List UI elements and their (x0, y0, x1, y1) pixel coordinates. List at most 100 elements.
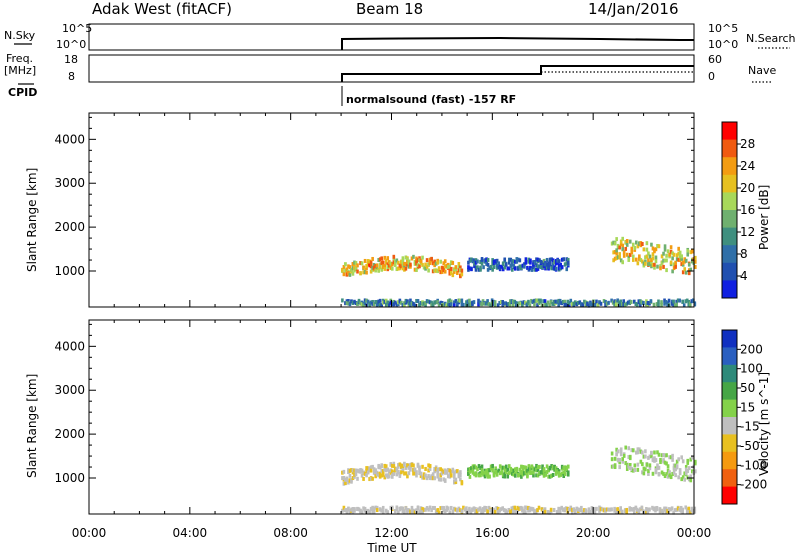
echo-cell (669, 260, 673, 265)
echo-cell (691, 298, 695, 303)
echo-cell (619, 302, 622, 307)
echo-cell (386, 473, 390, 478)
echo-cell (384, 302, 388, 307)
echo-cell (437, 266, 441, 271)
echo-cell (398, 298, 402, 303)
echo-cell (657, 244, 661, 249)
echo-cell (694, 259, 697, 264)
echo-cell (540, 303, 544, 308)
echo-cell (442, 268, 446, 273)
echo-cell (636, 261, 640, 266)
echo-cell (638, 254, 641, 259)
echo-cell (413, 471, 417, 476)
echo-cell (504, 262, 508, 267)
echo-cell (554, 261, 558, 266)
echo-cell (548, 303, 551, 308)
echo-cell (567, 507, 571, 512)
echo-cell (666, 474, 670, 479)
echo-cell (406, 262, 409, 267)
echo-cell (454, 265, 458, 270)
echo-cell (581, 302, 585, 307)
echo-cell (500, 470, 503, 475)
echo-cell (669, 249, 673, 254)
echo-cell (531, 299, 535, 304)
echo-cell (621, 459, 624, 464)
echo-cell (624, 461, 628, 466)
echo-cell (616, 507, 619, 512)
echo-cell (545, 470, 549, 475)
echo-cell (449, 266, 453, 271)
echo-cell (473, 258, 476, 263)
echo-cell (662, 458, 665, 463)
echo-cell (377, 302, 380, 307)
echo-cell (378, 302, 382, 307)
echo-cell (551, 301, 554, 306)
echo-cell (366, 508, 370, 513)
echo-cell (413, 510, 417, 515)
echo-cell (427, 507, 430, 512)
echo-cell (683, 477, 687, 482)
echo-cell (418, 509, 421, 514)
colorbar-swatch (722, 210, 737, 229)
echo-cell (475, 509, 479, 514)
echo-cell (483, 470, 487, 475)
echo-cell (562, 470, 566, 475)
echo-cell (560, 505, 563, 510)
echo-cell (392, 464, 396, 469)
echo-cell (356, 301, 359, 306)
echo-cell (604, 508, 607, 513)
echo-cell (665, 268, 668, 273)
echo-cell (526, 468, 529, 473)
echo-cell (550, 464, 553, 469)
echo-cell (354, 301, 358, 306)
echo-cell (665, 253, 668, 258)
colorbar-tick-label: -50 (740, 439, 760, 453)
echo-cell (395, 302, 399, 307)
colorbar-swatch (722, 399, 737, 418)
echo-cell (533, 467, 537, 472)
echo-cell (639, 507, 642, 512)
echo-cell (487, 302, 491, 307)
echo-cell (387, 303, 391, 308)
echo-cell (599, 507, 603, 512)
echo-cell (448, 472, 452, 477)
echo-cell (616, 510, 619, 515)
echo-cell (586, 302, 589, 307)
echo-cell (547, 474, 550, 479)
echo-cell (524, 300, 527, 305)
echo-cell (639, 243, 643, 248)
echo-cell (465, 508, 468, 513)
echo-cell (383, 264, 387, 269)
echo-cell (345, 476, 349, 481)
colorbar-tick-label: -15 (740, 420, 760, 434)
echo-cell (403, 509, 406, 514)
echo-cell (563, 472, 567, 477)
echo-cell (347, 469, 350, 474)
echo-cell (587, 507, 591, 512)
echo-cell (624, 445, 628, 450)
echo-cell (398, 471, 402, 476)
echo-cell (566, 299, 570, 304)
echo-cell (515, 510, 518, 515)
echo-cell (427, 474, 430, 479)
echo-cell (650, 264, 653, 269)
echo-cell (628, 252, 632, 257)
echo-cell (430, 300, 433, 305)
echo-cell (357, 469, 361, 474)
echo-cell (543, 299, 547, 304)
echo-cell (351, 271, 355, 276)
echo-cell (565, 257, 569, 262)
echo-cell (375, 300, 379, 305)
echo-cell (612, 464, 615, 469)
echo-cell (590, 302, 594, 307)
echo-cell (474, 267, 478, 272)
echo-cell (378, 465, 382, 470)
echo-cell (644, 255, 647, 260)
echo-cell (637, 299, 641, 304)
echo-cell (509, 263, 513, 268)
echo-cell (662, 264, 665, 269)
echo-cell (523, 264, 526, 269)
echo-cell (514, 467, 517, 472)
echo-cell (507, 257, 511, 262)
echo-cell (371, 256, 374, 261)
